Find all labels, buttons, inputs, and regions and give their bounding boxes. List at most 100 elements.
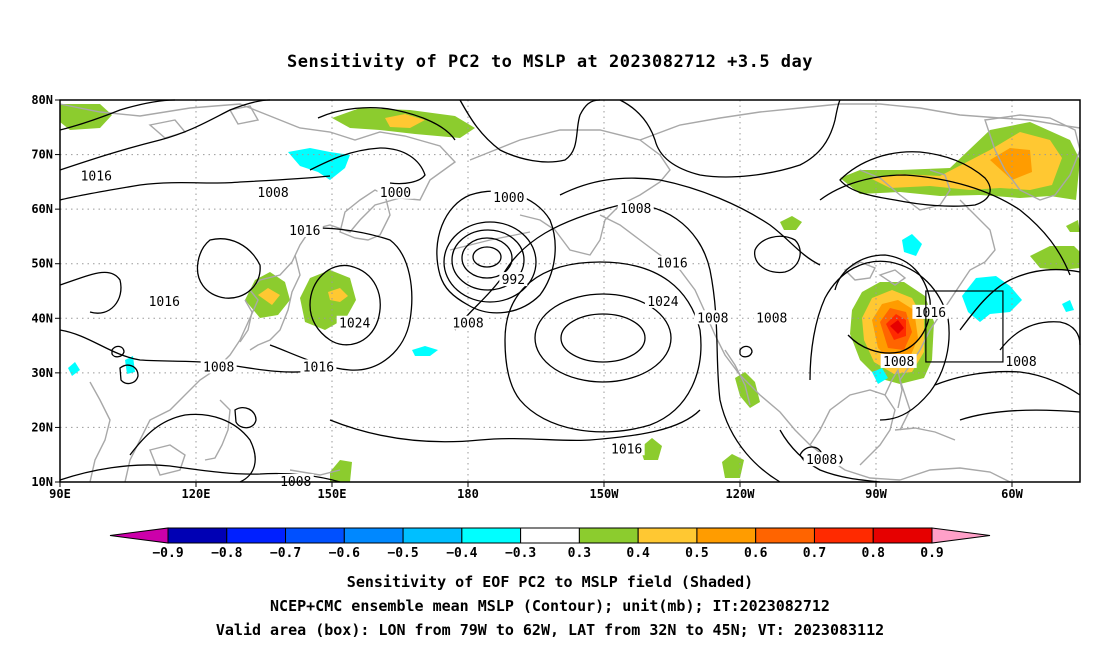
contour-1000-ring — [461, 237, 513, 279]
coastline-asia — [59, 103, 457, 483]
contour-small-loop — [119, 364, 139, 385]
contour-label: 1024 — [647, 295, 678, 310]
contour-label-bg — [617, 201, 654, 216]
contour-label-bg — [753, 310, 790, 325]
coastline-south-america — [899, 467, 1011, 483]
colorbar-label: −0.5 — [387, 546, 418, 561]
contour-label: 1016 — [656, 257, 687, 272]
colorbar-label: 0.7 — [803, 546, 826, 561]
contour-label-bg — [336, 315, 373, 330]
lat-tick-label: 80N — [31, 93, 53, 107]
lon-tick-label: 90W — [865, 487, 887, 501]
contour-1016-top — [59, 99, 271, 171]
colorbar-label: 0.6 — [744, 546, 768, 561]
contour-1024-high — [560, 313, 646, 363]
lon-tick-label: 120E — [182, 487, 211, 501]
contour-992 — [472, 246, 502, 268]
contour-label-bg — [286, 222, 323, 237]
contour-1000-north — [317, 106, 456, 141]
contour-label-bg — [499, 272, 528, 287]
contour-1016-na — [834, 254, 931, 354]
contour-labels: 1016 1008 1000 1000 1008 1016 992 1016 1016 1024 1… — [78, 168, 1040, 490]
contour-1008-asia — [59, 175, 331, 201]
contour-ring — [451, 229, 525, 291]
contour-1000-asia — [309, 147, 426, 185]
contour-1016-tropic — [129, 413, 256, 483]
shade-patch — [780, 216, 802, 230]
contour-label: 1000 — [380, 186, 411, 201]
colorbar-label: −0.6 — [329, 546, 360, 561]
contour-label: 1016 — [81, 169, 112, 184]
contour-1000-na — [839, 151, 991, 207]
contour-label-bg — [1003, 353, 1040, 368]
colorbar-swatch — [520, 527, 580, 544]
caption-valid-area: Valid area (box): LON from 79W to 62W, L… — [215, 621, 885, 639]
contour-1024-asia — [309, 264, 381, 346]
contour-loop-tiny — [739, 345, 753, 358]
colorbar-swatch — [226, 527, 287, 544]
coastline-korea — [239, 299, 253, 343]
shade-patch — [412, 346, 438, 356]
colorbar: −0.9 −0.8 −0.7 −0.6 −0.5 −0.4 −0.3 0.3 0.4 0.5 0.6… — [109, 527, 991, 561]
contour-small-loop — [196, 238, 261, 299]
map-frame — [59, 99, 1081, 483]
contour-label-bg — [146, 293, 183, 308]
contour-1016-lower — [329, 409, 701, 443]
lat-tick-label: 40N — [31, 311, 53, 325]
contour-label: 1016 — [289, 224, 320, 239]
contour-label-bg — [880, 353, 917, 368]
contour-label-bg — [255, 184, 292, 199]
shade-patch — [258, 288, 280, 305]
colorbar-swatch — [813, 527, 874, 544]
coastline-greenland — [984, 114, 1081, 201]
colorbar-label: 0.8 — [861, 546, 885, 561]
shade-patch — [902, 234, 922, 256]
colorbar-swatch — [637, 527, 698, 544]
contour-label: 1008 — [257, 186, 288, 201]
colorbar-label: −0.8 — [211, 546, 242, 561]
contour-1008-lowasia — [59, 329, 321, 373]
contour-arctic — [459, 99, 601, 163]
contour-loop-na — [754, 235, 801, 274]
contour-loop-tiny — [111, 345, 125, 358]
colorbar-swatch — [402, 527, 463, 544]
colorbar-label: 0.5 — [685, 546, 708, 561]
contour-label: 1016 — [303, 360, 334, 375]
contour-1024 — [534, 293, 672, 383]
lon-tick-label: 150W — [590, 487, 620, 501]
contour-1016-west — [59, 271, 122, 314]
contour-label-bg — [490, 190, 527, 205]
coastline-aleutians — [449, 231, 531, 251]
shade-patch — [1066, 220, 1080, 232]
coastline-na-north — [639, 103, 1081, 141]
colorbar-label: −0.3 — [505, 546, 536, 561]
contour-1008-atl — [934, 370, 1081, 396]
contour-label: 1008 — [452, 317, 483, 332]
contour-label: 1008 — [883, 355, 914, 370]
lat-tick-label: 20N — [31, 420, 53, 434]
contour-small-loop — [234, 406, 257, 429]
contour-label: 1008 — [620, 202, 651, 217]
coastline-alaska — [469, 129, 671, 256]
contour-label: 1008 — [806, 453, 837, 468]
colorbar-swatch — [167, 527, 228, 544]
shade-patch — [722, 454, 744, 478]
contour-label-bg — [377, 184, 414, 199]
shade-patch — [990, 148, 1032, 180]
lon-tick-label: 150E — [318, 487, 347, 501]
shade-patch — [962, 276, 1022, 322]
coastline-japan — [249, 254, 301, 351]
contour-1008-us — [809, 260, 950, 421]
contour-1016-atl-south — [999, 321, 1081, 351]
contour-1016-atl — [959, 268, 1081, 331]
colorbar-label: 0.4 — [626, 546, 650, 561]
caption-shading: Sensitivity of EOF PC2 to MSLP field (Sh… — [346, 573, 754, 591]
lat-tick-label: 50N — [31, 257, 53, 271]
contour-label: 1008 — [203, 360, 234, 375]
lon-tick-label: 180 — [457, 487, 479, 501]
colorbar-arrow-high — [931, 527, 991, 544]
colorbar-swatch — [285, 527, 345, 544]
colorbar-label: 0.3 — [568, 546, 591, 561]
